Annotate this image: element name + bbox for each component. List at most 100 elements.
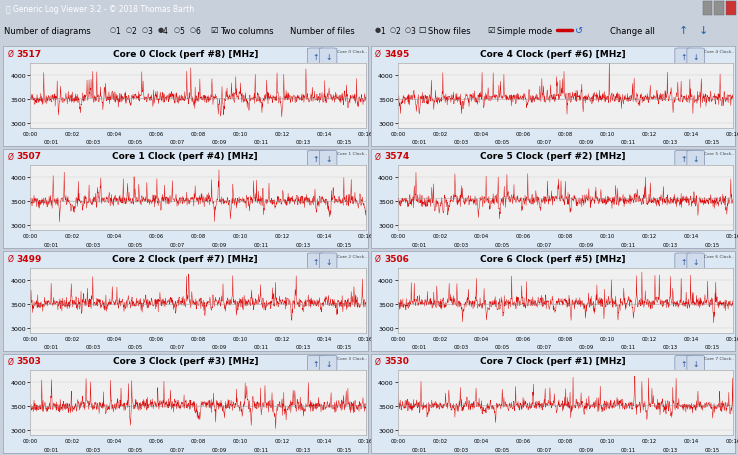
Text: 00:00: 00:00 xyxy=(23,234,38,239)
Text: 00:02: 00:02 xyxy=(432,438,447,443)
Text: 00:06: 00:06 xyxy=(148,438,164,443)
Text: 00:08: 00:08 xyxy=(190,336,206,341)
Text: 00:15: 00:15 xyxy=(337,344,352,349)
Text: 00:02: 00:02 xyxy=(65,336,80,341)
Text: 00:02: 00:02 xyxy=(432,234,447,239)
Text: 00:04: 00:04 xyxy=(474,336,489,341)
Text: 00:16: 00:16 xyxy=(358,234,373,239)
Text: 2: 2 xyxy=(131,26,136,35)
Text: ↑: ↑ xyxy=(680,359,687,369)
Text: 00:01: 00:01 xyxy=(44,344,59,349)
Text: 00:00: 00:00 xyxy=(390,131,405,136)
Text: ↑: ↑ xyxy=(680,155,687,164)
Text: 00:14: 00:14 xyxy=(316,438,331,443)
Text: 00:10: 00:10 xyxy=(600,336,615,341)
Text: 00:00: 00:00 xyxy=(390,336,405,341)
Text: Core 3 Clock..: Core 3 Clock.. xyxy=(337,357,367,361)
Text: 00:10: 00:10 xyxy=(232,234,247,239)
Text: ↓: ↓ xyxy=(325,53,331,62)
Text: ↓: ↓ xyxy=(325,258,331,266)
Text: 00:01: 00:01 xyxy=(411,140,427,145)
Text: 00:05: 00:05 xyxy=(128,447,142,452)
Text: 00:01: 00:01 xyxy=(411,242,427,247)
Text: 3: 3 xyxy=(147,26,152,35)
Text: 00:07: 00:07 xyxy=(170,140,184,145)
Text: 00:06: 00:06 xyxy=(516,438,531,443)
Text: 00:16: 00:16 xyxy=(358,438,373,443)
Text: ○: ○ xyxy=(174,27,180,33)
Text: 00:03: 00:03 xyxy=(453,344,469,349)
Text: 00:09: 00:09 xyxy=(211,140,227,145)
Text: 00:13: 00:13 xyxy=(295,242,311,247)
Text: Ø: Ø xyxy=(375,254,381,263)
Text: 00:15: 00:15 xyxy=(705,140,720,145)
Text: 00:11: 00:11 xyxy=(253,447,269,452)
Text: 00:15: 00:15 xyxy=(337,447,352,452)
Text: ☑: ☑ xyxy=(487,25,494,35)
FancyBboxPatch shape xyxy=(320,151,337,168)
Text: 00:14: 00:14 xyxy=(683,234,699,239)
FancyBboxPatch shape xyxy=(675,253,692,270)
Text: ↑: ↑ xyxy=(678,26,688,36)
Text: 00:04: 00:04 xyxy=(474,438,489,443)
Text: 00:02: 00:02 xyxy=(432,336,447,341)
Text: 00:09: 00:09 xyxy=(211,344,227,349)
Text: 00:09: 00:09 xyxy=(579,447,594,452)
Text: 00:14: 00:14 xyxy=(683,131,699,136)
Text: Core 2 Clock (perf #7) [MHz]: Core 2 Clock (perf #7) [MHz] xyxy=(112,254,258,263)
Text: 00:07: 00:07 xyxy=(537,344,552,349)
Text: Core 0 Clock (perf #8) [MHz]: Core 0 Clock (perf #8) [MHz] xyxy=(113,50,258,59)
Text: 00:16: 00:16 xyxy=(358,336,373,341)
Bar xyxy=(726,2,736,16)
Text: 00:15: 00:15 xyxy=(337,242,352,247)
Text: Core 4 Clock..: Core 4 Clock.. xyxy=(704,50,734,54)
Text: 00:06: 00:06 xyxy=(148,131,164,136)
Text: ●: ● xyxy=(375,27,381,33)
Text: 3530: 3530 xyxy=(384,357,410,366)
Text: 00:05: 00:05 xyxy=(128,344,142,349)
Text: 00:03: 00:03 xyxy=(86,344,101,349)
Text: 00:15: 00:15 xyxy=(705,447,720,452)
Text: 3507: 3507 xyxy=(17,152,42,161)
Text: 1: 1 xyxy=(115,26,120,35)
Text: 00:12: 00:12 xyxy=(642,438,657,443)
Text: 00:07: 00:07 xyxy=(537,140,552,145)
FancyBboxPatch shape xyxy=(307,356,325,373)
Text: Core 7 Clock..: Core 7 Clock.. xyxy=(704,357,734,361)
Text: ○: ○ xyxy=(110,27,116,33)
Text: 00:03: 00:03 xyxy=(453,140,469,145)
Text: Core 5 Clock..: Core 5 Clock.. xyxy=(704,152,734,156)
Text: 00:12: 00:12 xyxy=(275,234,289,239)
FancyBboxPatch shape xyxy=(320,253,337,270)
Text: 00:02: 00:02 xyxy=(65,131,80,136)
Text: 3517: 3517 xyxy=(17,50,42,59)
Text: 00:12: 00:12 xyxy=(642,336,657,341)
Text: 00:13: 00:13 xyxy=(663,140,678,145)
Text: 00:11: 00:11 xyxy=(621,242,636,247)
Text: Ø: Ø xyxy=(7,254,13,263)
Text: 00:13: 00:13 xyxy=(663,447,678,452)
Text: ↺: ↺ xyxy=(575,26,583,36)
Text: 3495: 3495 xyxy=(384,50,410,59)
Text: 00:13: 00:13 xyxy=(295,447,311,452)
Text: 00:15: 00:15 xyxy=(705,344,720,349)
Text: Ø: Ø xyxy=(375,50,381,59)
Text: 00:05: 00:05 xyxy=(495,344,510,349)
Text: 3574: 3574 xyxy=(384,152,410,161)
Text: 00:14: 00:14 xyxy=(316,234,331,239)
Text: 00:00: 00:00 xyxy=(390,234,405,239)
Text: 00:15: 00:15 xyxy=(337,140,352,145)
Text: 00:09: 00:09 xyxy=(211,447,227,452)
Text: 00:08: 00:08 xyxy=(558,234,573,239)
Text: 00:09: 00:09 xyxy=(579,242,594,247)
Text: 00:02: 00:02 xyxy=(65,234,80,239)
Text: 4: 4 xyxy=(163,26,168,35)
Text: ↓: ↓ xyxy=(692,359,699,369)
Text: 00:10: 00:10 xyxy=(600,131,615,136)
Text: 00:06: 00:06 xyxy=(516,336,531,341)
Text: 00:07: 00:07 xyxy=(170,242,184,247)
Text: 00:13: 00:13 xyxy=(295,344,311,349)
FancyBboxPatch shape xyxy=(687,356,704,373)
Text: ○: ○ xyxy=(390,27,396,33)
Text: ↓: ↓ xyxy=(692,258,699,266)
